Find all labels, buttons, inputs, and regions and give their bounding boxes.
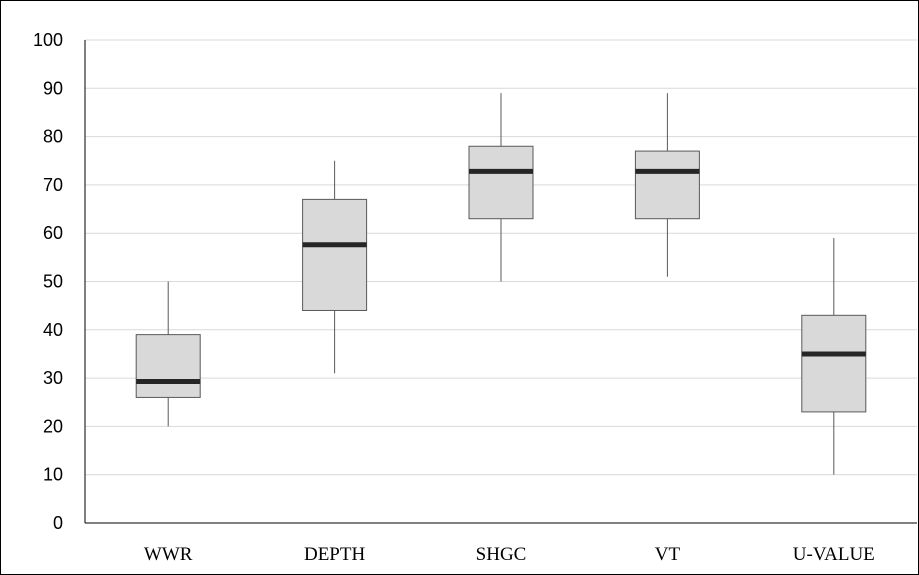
y-tick-label: 90 xyxy=(43,78,63,98)
y-tick-label: 20 xyxy=(43,416,63,436)
y-axis-ticks: 0 10 20 30 40 50 60 70 80 90 100 xyxy=(33,30,63,533)
y-tick-label: 40 xyxy=(43,320,63,340)
iqr-box xyxy=(468,145,534,220)
box-u-value xyxy=(801,238,867,475)
y-tick-label: 100 xyxy=(33,30,63,50)
iqr-box xyxy=(801,314,867,413)
axes xyxy=(84,40,917,524)
x-tick-label: SHGC xyxy=(476,544,527,565)
iqr-box xyxy=(634,150,700,220)
y-tick-label: 50 xyxy=(43,272,63,292)
y-tick-label: 80 xyxy=(43,127,63,147)
iqr-box xyxy=(135,334,201,398)
boxes xyxy=(135,93,867,475)
x-axis-ticks: WWR DEPTH SHGC VT U-VALUE xyxy=(144,544,875,565)
x-tick-label: DEPTH xyxy=(304,544,366,565)
box-vt xyxy=(634,93,700,277)
box-depth xyxy=(302,160,368,374)
x-tick-label: U-VALUE xyxy=(793,544,875,565)
y-tick-label: 70 xyxy=(43,175,63,195)
box-wwr xyxy=(135,281,201,427)
x-tick-label: VT xyxy=(655,544,681,565)
y-tick-label: 10 xyxy=(43,465,63,485)
y-tick-label: 0 xyxy=(53,513,63,533)
x-tick-label: WWR xyxy=(144,544,193,565)
y-tick-label: 30 xyxy=(43,368,63,388)
y-tick-label: 60 xyxy=(43,223,63,243)
box-shgc xyxy=(468,93,534,282)
iqr-box xyxy=(302,198,368,311)
